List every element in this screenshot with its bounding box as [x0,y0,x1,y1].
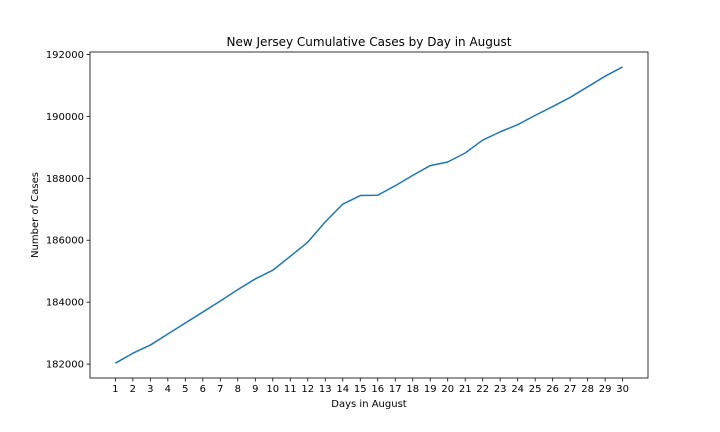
x-tick-label: 23 [494,384,507,395]
x-tick-label: 8 [235,384,241,395]
plot-frame [89,51,649,379]
x-tick-label: 11 [284,384,297,395]
x-tick-label: 5 [182,384,188,395]
x-tick-label: 15 [354,384,367,395]
series-line [114,66,623,364]
y-tick-label: 192000 [46,50,84,61]
x-tick-label: 7 [217,384,223,395]
y-axis: 182000 184000 186000 188000 190000 192000 [46,50,90,371]
y-axis-title: Number of Cases [30,172,41,258]
x-tick-label: 6 [200,384,206,395]
x-tick-label: 9 [252,384,258,395]
x-tick-label: 28 [581,384,594,395]
y-tick-label: 188000 [46,174,84,185]
x-tick-label: 16 [371,384,384,395]
y-tick-label: 182000 [46,360,84,371]
x-tick-label: 20 [441,384,454,395]
x-tick-label: 1 [112,384,118,395]
x-tick-label: 18 [406,384,419,395]
x-tick-label: 25 [529,384,542,395]
x-tick-label: 13 [319,384,332,395]
x-tick-label: 30 [616,384,629,395]
x-tick-label: 24 [511,384,524,395]
x-tick-label: 14 [336,384,349,395]
x-tick-label: 26 [546,384,559,395]
chart-title: New Jersey Cumulative Cases by Day in Au… [227,35,512,49]
x-tick-label: 10 [266,384,279,395]
x-tick-label: 22 [476,384,489,395]
x-tick-label: 21 [459,384,472,395]
y-tick-label: 186000 [46,236,84,247]
x-tick-label: 3 [147,384,153,395]
x-tick-label: 17 [389,384,402,395]
x-tick-label: 4 [165,384,171,395]
plot-lines [114,66,623,364]
y-tick-label: 184000 [46,298,84,309]
x-tick-label: 19 [424,384,437,395]
x-axis: 1 2 3 4 5 6 7 8 9 10 11 12 13 14 15 16 17 18 19 20 21 22 23 24 2… [112,378,629,395]
x-tick-label: 2 [130,384,136,395]
y-tick-label: 190000 [46,112,84,123]
x-axis-title: Days in August [331,399,407,410]
x-tick-label: 12 [301,384,314,395]
x-tick-label: 27 [564,384,577,395]
x-tick-label: 29 [599,384,612,395]
